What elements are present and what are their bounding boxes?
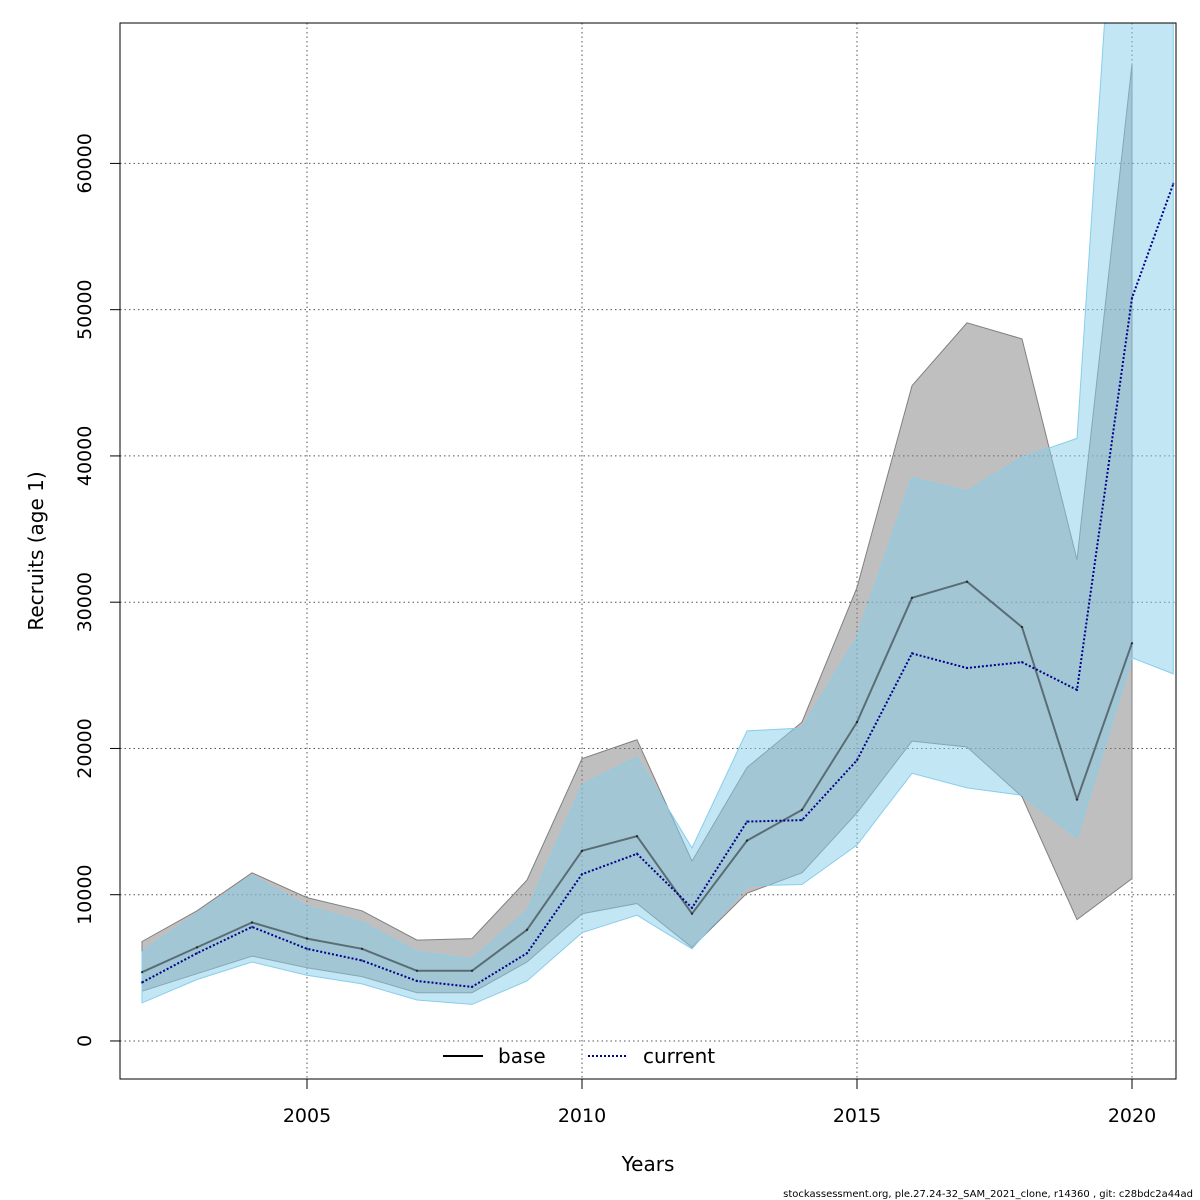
- point-current-6: [470, 985, 474, 989]
- y-axis-title: Recruits (age 1): [24, 471, 48, 630]
- point-base-11: [745, 839, 749, 842]
- series-lines: [140, 182, 1175, 989]
- point-base-3: [305, 937, 309, 940]
- x-tick-label-2005: 2005: [283, 1105, 331, 1127]
- point-current-19: [1172, 182, 1175, 186]
- point-current-0: [140, 981, 144, 984]
- y-tick-label-10000: 10000: [74, 864, 96, 924]
- point-current-10: [690, 906, 694, 910]
- point-base-16: [1020, 625, 1024, 629]
- point-current-5: [415, 979, 419, 983]
- point-base-0: [140, 971, 144, 974]
- point-current-14: [910, 652, 914, 655]
- point-current-11: [745, 820, 749, 823]
- point-current-12: [800, 818, 804, 822]
- legend: base current: [443, 1044, 715, 1068]
- point-current-18: [1130, 296, 1134, 300]
- y-tick-label-50000: 50000: [74, 279, 96, 339]
- point-current-17: [1075, 688, 1079, 692]
- point-base-17: [1075, 798, 1079, 801]
- y-tick-label-20000: 20000: [74, 718, 96, 778]
- point-base-14: [910, 596, 914, 600]
- footer-credit: stockassessment.org, ple.27.24-32_SAM_20…: [783, 1189, 1193, 1200]
- point-base-2: [250, 921, 254, 924]
- point-current-7: [525, 952, 529, 955]
- point-current-3: [305, 947, 309, 951]
- point-base-10: [690, 912, 694, 915]
- point-base-12: [800, 808, 804, 812]
- x-tick-label-2015: 2015: [833, 1105, 881, 1127]
- plot-frame: [119, 22, 1177, 1080]
- x-tick-label-2020: 2020: [1108, 1105, 1156, 1127]
- x-axis: 2005 2010 2015 2020: [283, 1079, 1156, 1127]
- y-tick-label-30000: 30000: [74, 572, 96, 632]
- point-base-9: [635, 835, 639, 838]
- point-base-15: [965, 580, 969, 583]
- point-base-8: [580, 849, 584, 853]
- point-current-2: [250, 925, 254, 929]
- y-axis: 0 10000 20000 30000 40000 50000 60000: [74, 133, 120, 1047]
- point-base-5: [415, 969, 419, 972]
- point-base-4: [360, 947, 364, 951]
- point-base-18: [1130, 641, 1134, 645]
- point-current-1: [195, 952, 199, 955]
- point-base-1: [195, 946, 199, 949]
- band-current: [141, 23, 1174, 1005]
- confidence-bands: [141, 23, 1174, 1005]
- legend-label-base: base: [498, 1044, 546, 1068]
- point-current-4: [360, 959, 364, 962]
- point-base-7: [525, 928, 529, 932]
- point-current-16: [1020, 660, 1024, 664]
- y-tick-label-0: 0: [74, 1035, 96, 1047]
- y-tick-label-60000: 60000: [74, 133, 96, 193]
- point-base-13: [855, 720, 859, 724]
- point-base-6: [470, 969, 474, 972]
- legend-label-current: current: [643, 1044, 715, 1068]
- point-current-8: [580, 873, 584, 876]
- point-current-13: [855, 758, 859, 762]
- y-tick-label-40000: 40000: [74, 426, 96, 486]
- point-current-15: [965, 666, 969, 670]
- x-tick-label-2010: 2010: [558, 1105, 606, 1127]
- point-current-9: [635, 852, 639, 855]
- x-axis-title: Years: [621, 1152, 675, 1176]
